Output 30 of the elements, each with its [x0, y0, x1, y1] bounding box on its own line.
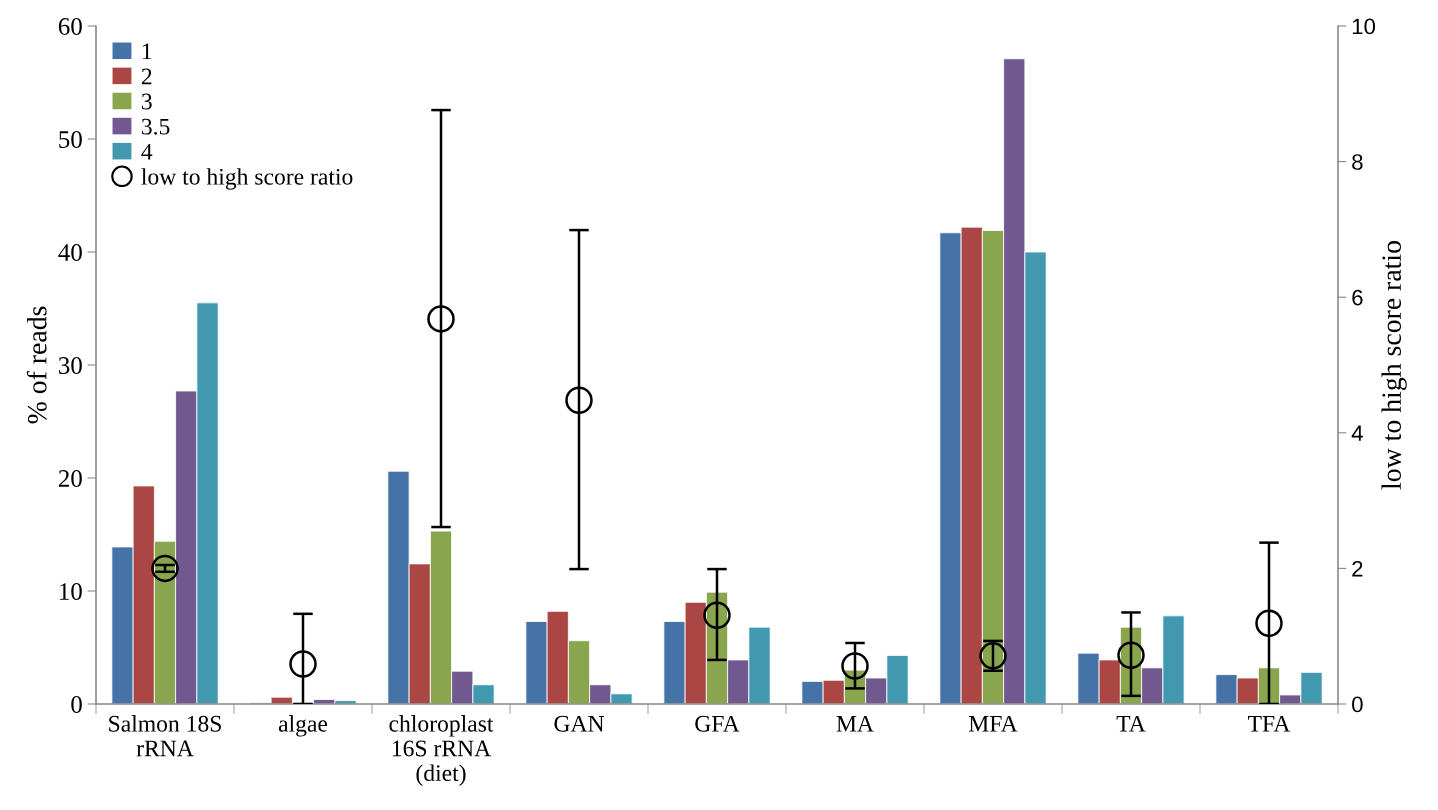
legend-label: 4	[141, 143, 153, 160]
x-tick-label: GAN	[554, 715, 605, 732]
x-tick-label: GFA	[695, 715, 740, 732]
y-tick-label: 40	[58, 244, 82, 261]
y2-tick-label: 4	[1351, 425, 1363, 441]
x-tick-label: algae	[278, 715, 328, 737]
legend-label: 2	[141, 68, 152, 85]
y-tick-label: 0	[71, 696, 82, 713]
legend-label: 3.5	[141, 118, 170, 135]
y-tick-label: 10	[60, 583, 82, 600]
x-tick-label: chloroplast 16S rRNA (diet)	[389, 715, 494, 786]
x-tick-label: MA	[836, 715, 874, 732]
x-tick-label: TFA	[1248, 715, 1291, 732]
y-tick-label: 30	[59, 357, 82, 374]
y-axis-title: % of reads	[26, 306, 47, 424]
y2-tick-label: 10	[1352, 18, 1376, 35]
legend-label: 3	[141, 93, 152, 110]
x-tick-label: MFA	[968, 715, 1018, 732]
y2-tick-label: 8	[1352, 154, 1363, 170]
y2-tick-label: 6	[1352, 289, 1363, 306]
y2-tick-label: 2	[1352, 560, 1363, 577]
y2-axis-title: low to high score ratio	[1381, 241, 1407, 490]
y-tick-label: 60	[58, 18, 82, 35]
y-tick-label: 20	[58, 470, 82, 487]
legend-label: low to high score ratio	[141, 168, 353, 190]
y2-tick-label: 0	[1352, 696, 1363, 713]
x-tick-label: TA	[1116, 715, 1146, 732]
x-tick-label: Salmon 18S rRNA	[109, 715, 221, 757]
legend-label: 1	[142, 43, 152, 60]
y-tick-label: 50	[59, 131, 82, 148]
